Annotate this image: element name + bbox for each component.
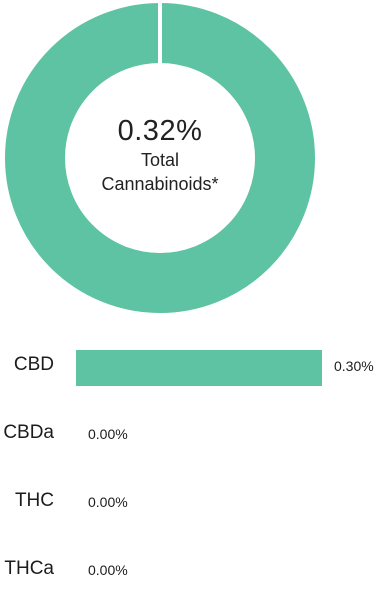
bar-label: CBDa (3, 422, 54, 443)
bar-label: CBD (13, 354, 54, 375)
bar-label: THC (14, 490, 54, 511)
bar-label: THCa (4, 558, 54, 579)
donut-chart (5, 2, 315, 313)
bar-value-label: 0.00% (88, 426, 128, 442)
total-label-line2: Cannabinoids* (101, 174, 219, 194)
bar-value-label: 0.30% (334, 358, 374, 374)
total-percentage: 0.32% (117, 115, 203, 147)
total-label-line1: Total (140, 150, 180, 170)
bar-row-thca: THCa 0.00% (0, 550, 387, 594)
donut-center-label: 0.32% Total Cannabinoids* (60, 114, 260, 196)
bar-row-cbd: CBD 0.30% (0, 346, 387, 390)
bar-value-label: 0.00% (88, 494, 128, 510)
donut-separator (158, 2, 162, 64)
bar (76, 350, 322, 386)
bar-row-cbda: CBDa 0.00% (0, 414, 387, 458)
bar-row-thc: THC 0.00% (0, 482, 387, 526)
bar-value-label: 0.00% (88, 562, 128, 578)
